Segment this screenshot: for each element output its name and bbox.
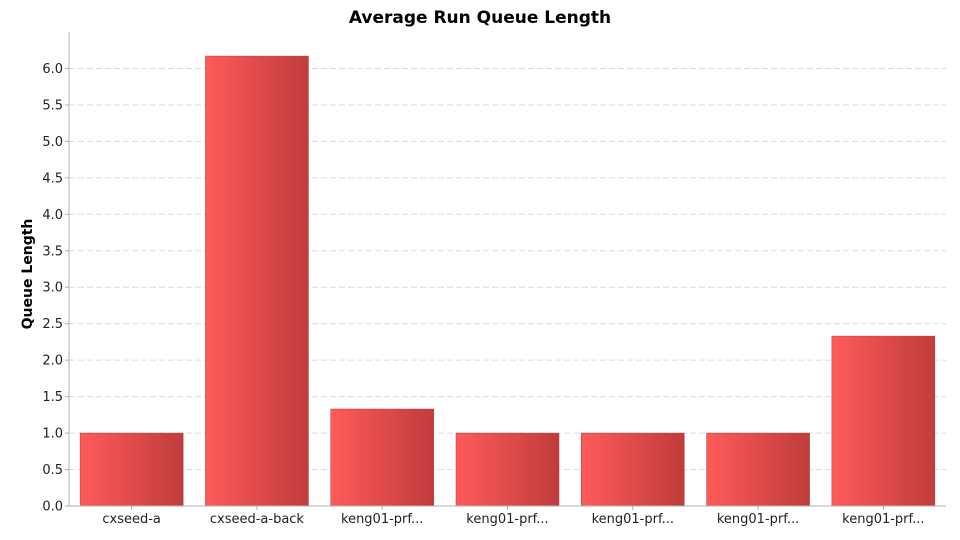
y-axis-title: Queue Length: [20, 219, 36, 330]
x-tick-label: keng01-prf...: [341, 512, 423, 527]
y-tick-label: 1.0: [42, 427, 63, 442]
x-tick-labels: cxseed-a cxseed-a-back keng01-prf... keng01…: [102, 512, 924, 527]
gridlines: [69, 67, 946, 471]
y-tick-label: 1.5: [42, 390, 63, 405]
y-tick-label: 4.0: [42, 208, 63, 223]
bar[interactable]: [79, 432, 184, 507]
y-tick-label: 5.5: [42, 98, 63, 113]
y-tick-labels: 0.0 0.5 1.0 1.5 2.0 2.5 3.0 3.5 4.0 4.5 5.0 5.5 6.0: [42, 62, 63, 515]
bars: [79, 55, 936, 507]
y-tick-label: 6.0: [42, 62, 63, 77]
bar[interactable]: [330, 408, 434, 507]
y-tick-label: 5.0: [42, 135, 63, 150]
y-tick-label: 4.5: [42, 171, 63, 186]
bar[interactable]: [455, 432, 560, 507]
x-tick-label: keng01-prf...: [717, 512, 799, 527]
y-tick-label: 2.0: [42, 354, 63, 369]
y-tick-label: 3.5: [42, 244, 63, 259]
axes: [65, 32, 946, 510]
x-tick-label: cxseed-a: [102, 512, 161, 527]
x-tick-label: keng01-prf...: [466, 512, 548, 527]
bar[interactable]: [581, 432, 685, 507]
y-tick-label: 2.5: [42, 317, 63, 332]
bar[interactable]: [205, 55, 309, 507]
bar[interactable]: [831, 335, 936, 507]
x-tick-label: keng01-prf...: [842, 512, 924, 527]
y-tick-label: 0.5: [42, 463, 63, 478]
x-tick-label: keng01-prf...: [592, 512, 674, 527]
y-tick-label: 3.0: [42, 281, 63, 296]
x-tick-label: cxseed-a-back: [210, 512, 305, 527]
y-tick-label: 0.0: [42, 500, 63, 515]
bar[interactable]: [706, 432, 810, 507]
chart-title: Average Run Queue Length: [349, 8, 611, 28]
